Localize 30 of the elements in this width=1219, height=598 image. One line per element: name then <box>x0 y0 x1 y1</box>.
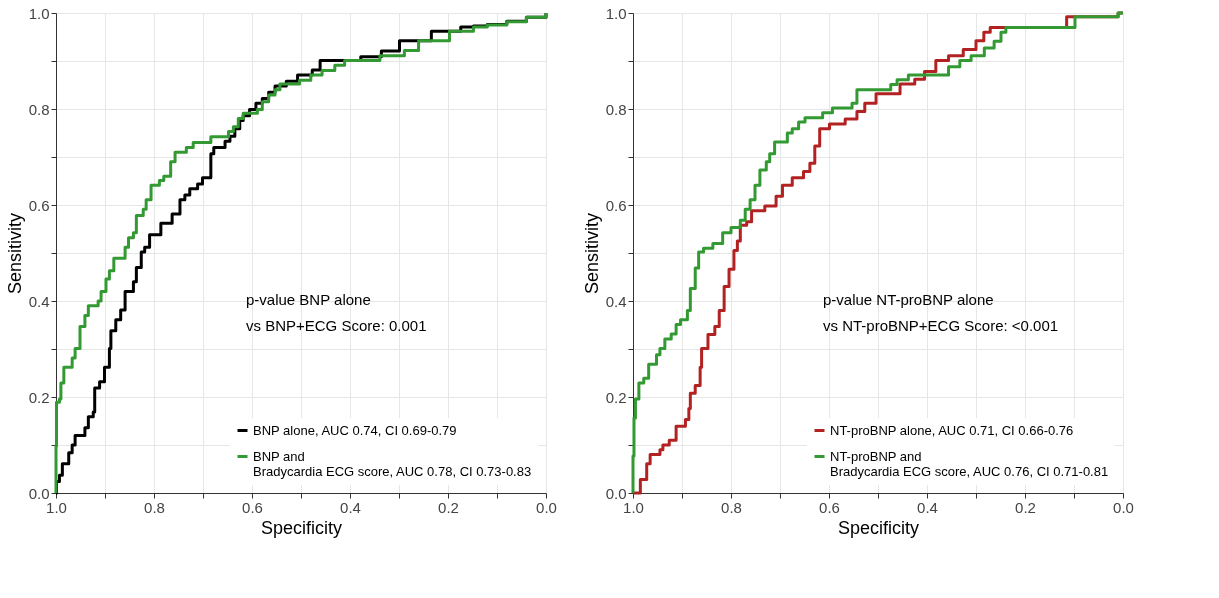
x-tick-label: 0.2 <box>1015 498 1036 516</box>
y-tick-label: 0.6 <box>28 196 50 214</box>
y-tick-label: 0.6 <box>605 196 627 214</box>
y-axis-title: Sensitivity <box>581 212 602 295</box>
x-tick-label: 0.6 <box>819 498 840 516</box>
y-tick-label: 0.8 <box>28 100 50 118</box>
y-tick-label: 0.2 <box>28 388 50 406</box>
y-tick-label: 0.4 <box>605 292 627 310</box>
legend-label: BNP and Bradycardia ECG score, AUC 0.78, CI 0.73-0.83 <box>253 448 532 479</box>
y-tick-label: 1.0 <box>28 4 50 22</box>
legend-label: BNP alone, AUC 0.74, CI 0.69-0.79 <box>253 422 457 438</box>
y-tick-label: 0.8 <box>605 100 627 118</box>
y-tick-label: 1.0 <box>605 4 627 22</box>
legend-label: NT-proBNP and Bradycardia ECG score, AUC 0.76, CI 0.71-0.81 <box>830 448 1109 479</box>
x-tick-label: 0.4 <box>340 498 361 516</box>
legend-label: NT-proBNP alone, AUC 0.71, CI 0.66-0.76 <box>830 422 1074 438</box>
y-tick-label: 0.4 <box>28 292 50 310</box>
x-tick-label: 0.4 <box>917 498 938 516</box>
x-tick-label: 0.2 <box>438 498 459 516</box>
y-axis-title: Sensitivity <box>4 212 25 295</box>
annotation: p-value BNP alone vs BNP+ECG Score: 0.001 <box>246 291 427 334</box>
x-tick-label: 0.6 <box>242 498 263 516</box>
x-tick-label: 0.8 <box>721 498 742 516</box>
x-axis-title: Specificity <box>837 517 920 538</box>
x-tick-label: 0.8 <box>144 498 165 516</box>
x-tick-label: 0.0 <box>536 498 557 516</box>
x-tick-label: 0.0 <box>1113 498 1134 516</box>
x-axis-title: Specificity <box>260 517 343 538</box>
annotation: p-value NT-proBNP alone vs NT-proBNP+ECG Score: <0.001 <box>823 291 1059 334</box>
y-tick-label: 0.2 <box>605 388 627 406</box>
